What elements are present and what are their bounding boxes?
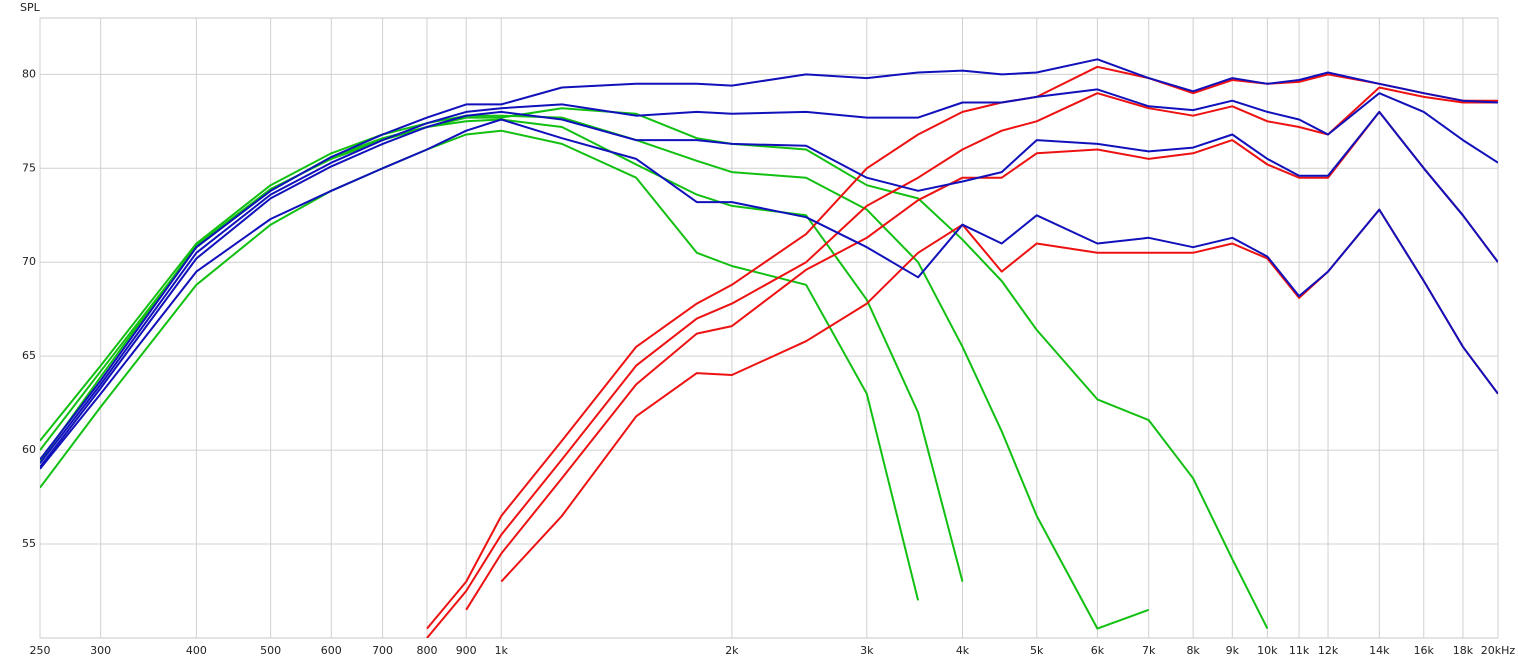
y-tick-label: 60 [22,443,36,456]
series-line [40,88,1498,464]
x-tick-label: 14k [1369,644,1390,657]
x-tick-label: 900 [456,644,477,657]
x-tick-label: 9k [1226,644,1240,657]
x-tick-label: 4k [956,644,970,657]
y-tick-label: 70 [22,255,36,268]
x-tick-label: 1k [495,644,509,657]
x-tick-label: 7k [1142,644,1156,657]
x-tick-label: 250 [30,644,51,657]
x-tick-label: 18k [1453,644,1474,657]
series-line [40,129,920,601]
x-tick-label: 500 [260,644,281,657]
series-line [40,58,1498,461]
x-tick-label: 2k [725,644,739,657]
x-tick-label: 12k [1318,644,1339,657]
x-tick-label: 300 [90,644,111,657]
plot-area [39,17,1499,639]
x-tick-label: 5k [1030,644,1044,657]
y-tick-label: 55 [22,537,36,550]
x-tick-label: 20kHz [1481,644,1516,657]
x-tick-label: 600 [321,644,342,657]
x-tick-label: 800 [417,644,438,657]
series-line [40,110,1498,468]
y-tick-label: 80 [22,67,36,80]
y-tick-label: 65 [22,349,36,362]
x-tick-label: 400 [186,644,207,657]
x-tick-label: 6k [1091,644,1105,657]
x-tick-label: 8k [1186,644,1200,657]
y-tick-label: 75 [22,161,36,174]
series-line [40,118,1498,470]
x-tick-label: 3k [860,644,874,657]
x-tick-label: 10k [1257,644,1278,657]
x-tick-label: 16k [1414,644,1435,657]
x-tick-label: 700 [372,644,393,657]
x-tick-label: 11k [1289,644,1310,657]
y-axis-label: SPL [20,1,41,14]
